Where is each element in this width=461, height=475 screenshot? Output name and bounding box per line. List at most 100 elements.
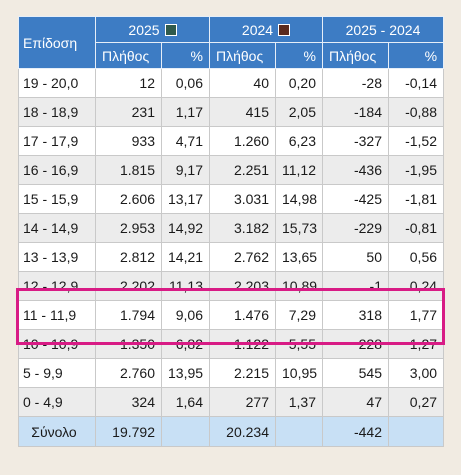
table-row: 0 - 4,9 324 1,64 277 1,37 47 0,27 [18, 387, 445, 417]
count-difference-cell: -28 [322, 68, 389, 98]
count-2024-cell: 1.122 [209, 329, 276, 359]
column-group-2024: 2024 [209, 16, 323, 43]
count-2025-cell: 12 [95, 68, 162, 98]
count-difference-cell: 47 [322, 387, 389, 417]
count-2024-cell: 277 [209, 387, 276, 417]
percent-2025-cell: 9,17 [161, 155, 210, 185]
legend-swatch-2025 [164, 23, 177, 36]
percent-difference-cell: 1,77 [387, 300, 445, 330]
score-range-cell: 12 - 12,9 [18, 271, 96, 301]
total-percent-2025 [161, 416, 210, 447]
column-group-label: 2025 [128, 21, 160, 38]
count-difference-cell: 318 [322, 300, 389, 330]
total-percent-2024 [275, 416, 323, 447]
legend-swatch-2024 [278, 23, 291, 36]
score-range-cell: 0 - 4,9 [18, 387, 96, 417]
percent-2025-cell: 13,17 [161, 184, 210, 214]
percent-2024-cell: 1,37 [275, 387, 323, 417]
percent-difference-cell: 0,56 [387, 242, 445, 272]
score-range-cell: 14 - 14,9 [18, 213, 96, 243]
score-range-cell: 16 - 16,9 [18, 155, 96, 185]
percent-2024-cell: 15,73 [275, 213, 323, 243]
percent-2024-cell: 6,23 [275, 126, 323, 156]
count-difference-cell: 50 [322, 242, 389, 272]
header-row-years: Επίδοση 2025 2024 2025 - 2024 [18, 16, 445, 69]
percent-difference-cell: -0,88 [387, 97, 445, 127]
count-2025-cell: 231 [95, 97, 162, 127]
percent-2024-cell: 7,29 [275, 300, 323, 330]
column-header-percent: % [161, 42, 210, 69]
table-row: 16 - 16,9 1.815 9,17 2.251 11,12 -436 -1,95 [18, 155, 445, 185]
percent-2025-cell: 13,95 [161, 358, 210, 388]
table-row: 11 - 11,9 1.794 9,06 1.476 7,29 318 1,77 [18, 300, 445, 330]
count-2025-cell: 1.350 [95, 329, 162, 359]
table-row: 17 - 17,9 933 4,71 1.260 6,23 -327 -1,52 [18, 126, 445, 156]
percent-2024-cell: 2,05 [275, 97, 323, 127]
column-group-difference: 2025 - 2024 [321, 16, 445, 43]
score-range-cell: 17 - 17,9 [18, 126, 96, 156]
score-range-cell: 13 - 13,9 [18, 242, 96, 272]
score-range-cell: 10 - 10,9 [18, 329, 96, 359]
header-row-metrics: Πλήθος % Πλήθος % Πλήθος % [19, 42, 445, 69]
table-body: 19 - 20,0 12 0,06 40 0,20 -28 -0,14 18 - 18,9 23… [18, 68, 445, 417]
table-row: 5 - 9,9 2.760 13,95 2.215 10,95 545 3,00 [18, 358, 445, 388]
score-range-cell: 11 - 11,9 [18, 300, 96, 330]
count-difference-cell: -425 [322, 184, 389, 214]
percent-2024-cell: 10,95 [275, 358, 323, 388]
total-percent-difference [387, 416, 445, 447]
table-row: 15 - 15,9 2.606 13,17 3.031 14,98 -425 -1,81 [18, 184, 445, 214]
column-header-percent: % [387, 42, 445, 69]
percent-difference-cell: -0,81 [387, 213, 445, 243]
column-header-count: Πλήθος [209, 42, 276, 69]
score-distribution-panel: Επίδοση 2025 2024 2025 - 2024 Πλήθος % Π… [16, 16, 445, 447]
count-2025-cell: 324 [95, 387, 162, 417]
count-difference-cell: 228 [322, 329, 389, 359]
count-2024-cell: 2.203 [209, 271, 276, 301]
score-distribution-table: Επίδοση 2025 2024 2025 - 2024 Πλήθος % Π… [18, 16, 445, 447]
column-header-percent: % [275, 42, 323, 69]
table-row: 10 - 10,9 1.350 6,82 1.122 5,55 228 1,27 [18, 329, 445, 359]
percent-2024-cell: 11,12 [275, 155, 323, 185]
percent-2025-cell: 1,64 [161, 387, 210, 417]
table-row: 12 - 12,9 2.202 11,13 2.203 10,89 -1 0,24 [18, 271, 445, 301]
percent-2025-cell: 4,71 [161, 126, 210, 156]
score-range-cell: 5 - 9,9 [18, 358, 96, 388]
percent-2025-cell: 1,17 [161, 97, 210, 127]
count-2024-cell: 1.476 [209, 300, 276, 330]
table-row: 19 - 20,0 12 0,06 40 0,20 -28 -0,14 [18, 68, 445, 98]
count-2025-cell: 2.202 [95, 271, 162, 301]
count-2025-cell: 933 [95, 126, 162, 156]
score-range-cell: 15 - 15,9 [18, 184, 96, 214]
count-2024-cell: 2.251 [209, 155, 276, 185]
score-range-cell: 19 - 20,0 [18, 68, 96, 98]
percent-2024-cell: 10,89 [275, 271, 323, 301]
count-difference-cell: -184 [322, 97, 389, 127]
count-2025-cell: 1.815 [95, 155, 162, 185]
total-label: Σύνολο [18, 416, 96, 447]
score-range-cell: 18 - 18,9 [18, 97, 96, 127]
total-count-2024: 20.234 [209, 416, 276, 447]
column-header-count: Πλήθος [95, 42, 162, 69]
count-2024-cell: 2.215 [209, 358, 276, 388]
percent-difference-cell: -1,95 [387, 155, 445, 185]
total-row: Σύνολο 19.792 20.234 -442 [18, 416, 445, 447]
percent-2025-cell: 14,21 [161, 242, 210, 272]
percent-difference-cell: 0,27 [387, 387, 445, 417]
percent-difference-cell: -1,81 [387, 184, 445, 214]
percent-difference-cell: 1,27 [387, 329, 445, 359]
count-difference-cell: -327 [322, 126, 389, 156]
total-count-2025: 19.792 [95, 416, 162, 447]
percent-2024-cell: 0,20 [275, 68, 323, 98]
percent-2025-cell: 14,92 [161, 213, 210, 243]
column-header-score-range: Επίδοση [18, 16, 96, 69]
count-2024-cell: 40 [209, 68, 276, 98]
count-2024-cell: 3.182 [209, 213, 276, 243]
count-2025-cell: 2.953 [95, 213, 162, 243]
percent-2024-cell: 5,55 [275, 329, 323, 359]
column-group-label: 2025 - 2024 [345, 21, 421, 38]
count-2025-cell: 2.812 [95, 242, 162, 272]
percent-2025-cell: 9,06 [161, 300, 210, 330]
percent-2025-cell: 0,06 [161, 68, 210, 98]
column-group-label: 2024 [241, 21, 274, 38]
percent-2024-cell: 14,98 [275, 184, 323, 214]
